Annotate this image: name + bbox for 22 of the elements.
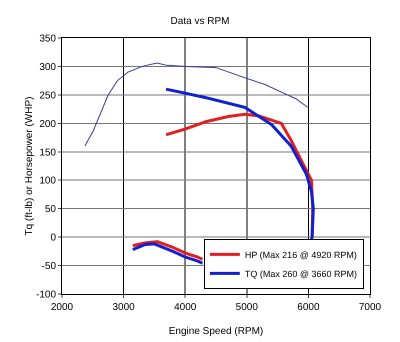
x-tick-label: 4000 — [174, 302, 197, 313]
x-tick-label: 7000 — [358, 302, 382, 313]
chart-title: Data vs RPM — [170, 16, 230, 28]
y-tick-label: 0 — [50, 232, 56, 244]
y-tick-label: 100 — [39, 176, 56, 187]
x-tick-label: 6000 — [297, 302, 320, 313]
y-tick-label: -50 — [42, 261, 56, 272]
y-tick-label: 200 — [39, 118, 56, 130]
x-tick-label: 2000 — [50, 302, 74, 313]
y-tick-label: 350 — [39, 34, 56, 44]
legend-label: HP (Max 216 @ 4920 RPM) — [244, 250, 357, 260]
y-axis-title: Tq (ft-lb) or Horsepower (WHP) — [24, 96, 35, 236]
legend-label: TQ (Max 260 @ 3660 RPM) — [244, 268, 358, 279]
y-tick-label: 250 — [39, 90, 56, 102]
x-tick-label: 3000 — [112, 302, 136, 313]
line-series — [84, 62, 308, 147]
y-tick-label: 50 — [44, 204, 56, 216]
y-tick-label: 300 — [39, 62, 56, 73]
y-tick-label: 150 — [39, 147, 56, 158]
y-tick-label: -100 — [36, 290, 56, 300]
x-axis-title: Engine Speed (RPM) — [168, 326, 264, 337]
x-tick-label: 5000 — [236, 302, 258, 313]
